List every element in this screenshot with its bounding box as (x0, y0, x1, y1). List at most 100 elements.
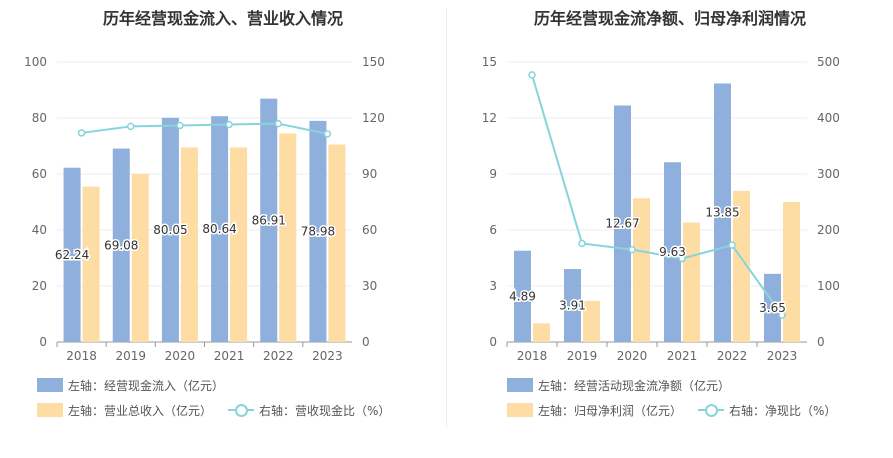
ratio-point-2018 (77, 129, 86, 137)
ratio-point-2022 (274, 119, 282, 128)
y-left-tick-label: 9 (489, 167, 497, 181)
data-label-2021: 9.63 (659, 245, 686, 259)
legend-item-cash-inflow[interactable]: 左轴：经营现金流入（亿元） (37, 377, 224, 394)
y-right-tick-label: 60 (362, 223, 377, 237)
ratio-point-2021 (225, 120, 233, 129)
legend-row-1: 左轴：经营现金流入（亿元） (37, 376, 240, 394)
legend-swatch-line (698, 403, 725, 417)
x-tick-label: 2019 (115, 349, 146, 363)
y-left-tick-label: 15 (482, 55, 497, 69)
y-right-tick-label: 150 (362, 55, 385, 69)
x-tick-label: 2023 (767, 349, 798, 363)
ratio-point-2019 (578, 239, 586, 248)
y-left-tick-label: 0 (39, 335, 47, 349)
legend-row-2: 左轴：营业总收入（亿元） 右轴：营收现金比（%） (37, 401, 406, 419)
bar-2022-left-series (714, 83, 731, 342)
chart-title: 历年经营现金流入、营业收入情况 (102, 9, 343, 28)
legend-row-2: 左轴：归母净利润（亿元） 右轴：净现比（%） (507, 401, 852, 419)
panel-divider (446, 8, 447, 428)
legend-swatch-orange (507, 403, 533, 417)
y-right-tick-label: 300 (817, 167, 840, 181)
data-label-2018: 4.89 (509, 289, 536, 303)
y-left-tick-label: 0 (489, 335, 497, 349)
bar-2018-left-series (63, 167, 81, 342)
bar-2019-second-series (131, 174, 149, 342)
data-label-2023: 78.98 (301, 224, 335, 238)
x-tick-label: 2020 (617, 349, 648, 363)
y-left-tick-label: 40 (32, 223, 47, 237)
ratio-point-2023 (778, 311, 786, 319)
chart-panel-cash-inflow: 历年经营现金流入、营业收入情况 0 0 20 30 40 60 60 90 80 120 100 15… (0, 0, 446, 458)
ratio-point-2019 (127, 122, 135, 131)
x-tick-label: 2019 (567, 349, 598, 363)
legend-label: 左轴：归母净利润（亿元） (538, 403, 683, 418)
x-tick-label: 2018 (66, 349, 97, 363)
bar-2023-second-series (783, 202, 800, 342)
legend-swatch-blue (507, 378, 533, 392)
ratio-point-2018 (528, 71, 536, 79)
x-tick-label: 2020 (165, 349, 196, 363)
x-tick-label: 2021 (214, 349, 245, 363)
chart-plot-net-cash: 0 0 3 100 6 200 9 300 12 400 15 500 2018 2019 2020 2021… (482, 55, 840, 363)
data-label-2022: 86.91 (252, 213, 286, 227)
y-left-tick-label: 100 (24, 55, 47, 69)
legend-row-1: 左轴：经营活动现金流净额（亿元） (507, 376, 746, 394)
ratio-line (81, 122, 328, 135)
bar-2019-second-series (583, 300, 600, 342)
chart-title: 历年经营现金流净额、归母净利润情况 (533, 9, 806, 28)
legend-label: 左轴：经营活动现金流净额（亿元） (538, 378, 731, 393)
legend-label: 右轴：净现比（%） (729, 403, 837, 418)
legend-label: 右轴：营收现金比（%） (259, 403, 391, 418)
x-tick-label: 2022 (717, 349, 748, 363)
data-label-2020: 12.67 (605, 217, 639, 231)
bar-2019-left-series (564, 269, 581, 342)
bar-2020-second-series (180, 147, 198, 342)
legend-label: 左轴：经营现金流入（亿元） (68, 378, 225, 393)
legend-item-net-cash-flow[interactable]: 左轴：经营活动现金流净额（亿元） (507, 377, 730, 394)
bar-2018-second-series (533, 323, 550, 342)
bar-2018-second-series (82, 186, 100, 342)
bar-2021-left-series (211, 116, 229, 342)
chart-plot-cash-inflow: 0 0 20 30 40 60 60 90 80 120 100 150 2018 2019 2020 202… (24, 55, 385, 363)
x-tick-label: 2023 (312, 349, 343, 363)
data-label-2019: 69.08 (104, 238, 138, 252)
bar-2020-left-series (161, 117, 179, 342)
y-left-tick-label: 6 (489, 223, 497, 237)
y-right-tick-label: 200 (817, 223, 840, 237)
y-right-tick-label: 500 (817, 55, 840, 69)
data-label-2019: 3.91 (559, 299, 586, 313)
legend-item-net-profit[interactable]: 左轴：归母净利润（亿元） (507, 402, 682, 419)
y-right-tick-label: 400 (817, 111, 840, 125)
bar-2023-left-series (764, 273, 781, 342)
ratio-point-2020 (176, 121, 184, 130)
legend-item-net-cash-ratio[interactable]: 右轴：净现比（%） (698, 402, 836, 419)
y-left-tick-label: 20 (32, 279, 47, 293)
bar-2022-second-series (279, 133, 297, 342)
bar-2022-left-series (260, 98, 278, 342)
legend-swatch-blue (37, 378, 63, 392)
legend-item-cash-revenue-ratio[interactable]: 右轴：营收现金比（%） (228, 402, 390, 419)
data-label-2020: 80.05 (153, 223, 187, 237)
data-label-2022: 13.85 (705, 206, 739, 220)
y-right-tick-label: 0 (817, 335, 825, 349)
legend-item-revenue[interactable]: 左轴：营业总收入（亿元） (37, 402, 212, 419)
y-right-tick-label: 100 (817, 279, 840, 293)
y-right-tick-label: 120 (362, 111, 385, 125)
y-right-tick-label: 90 (362, 167, 377, 181)
y-left-tick-label: 3 (489, 279, 497, 293)
ratio-line (531, 74, 783, 316)
bar-2023-second-series (328, 144, 346, 342)
y-left-tick-label: 12 (482, 111, 497, 125)
x-tick-label: 2018 (517, 349, 548, 363)
x-tick-label: 2022 (263, 349, 294, 363)
x-tick-label: 2021 (667, 349, 698, 363)
bar-2021-second-series (683, 222, 700, 342)
ratio-point-2023 (323, 130, 332, 138)
y-right-tick-label: 0 (362, 335, 370, 349)
bar-2020-second-series (633, 198, 650, 342)
bar-2022-second-series (733, 190, 750, 342)
chart-panel-net-cash: 历年经营现金流净额、归母净利润情况 0 0 3 100 6 200 9 300 12 400 15 5… (447, 0, 893, 458)
y-left-tick-label: 60 (32, 167, 47, 181)
bar-2019-left-series (112, 148, 130, 342)
legend-swatch-line (228, 403, 255, 417)
